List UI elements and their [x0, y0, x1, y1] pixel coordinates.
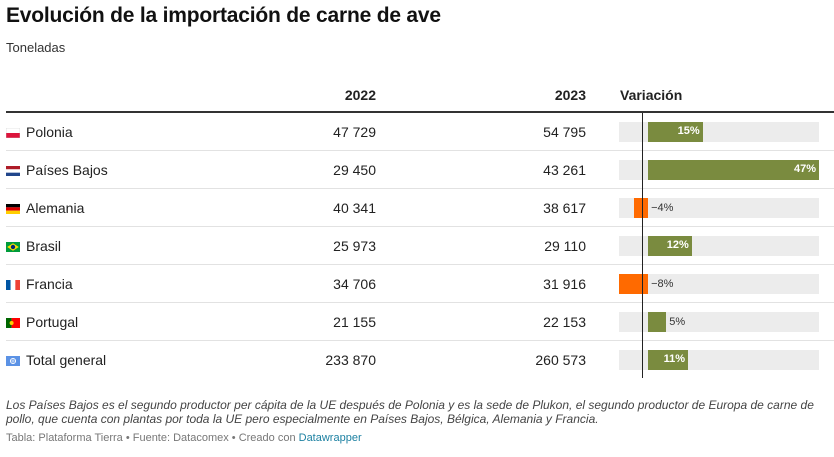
- value-2023: 22 153: [543, 314, 586, 330]
- value-2023: 54 795: [543, 124, 586, 140]
- table-row: Países Bajos 29 450 43 261 47%: [6, 151, 834, 189]
- netherlands-flag-icon: [6, 166, 20, 176]
- value-2023: 29 110: [544, 238, 586, 254]
- country-label: Alemania: [26, 200, 85, 216]
- country-label: Países Bajos: [26, 162, 108, 178]
- table-header: 2022 2023 Variación: [6, 80, 834, 113]
- value-2023: 43 261: [543, 162, 586, 178]
- variation-bar: [648, 236, 692, 256]
- value-2022: 233 870: [325, 352, 376, 368]
- variation-bar-track: 15%: [619, 122, 819, 142]
- column-header-2023[interactable]: 2023: [554, 87, 586, 103]
- table-row: Brasil 25 973 29 110 12%: [6, 227, 834, 265]
- footer-credits: Tabla: Plataforma Tierra • Fuente: Datac…: [6, 432, 299, 444]
- column-header-2022[interactable]: 2022: [344, 87, 376, 103]
- value-2022: 34 706: [333, 276, 376, 292]
- country-label: Polonia: [26, 124, 73, 140]
- variation-label: 12%: [666, 239, 689, 251]
- table-row: Alemania 40 341 38 617 −4%: [6, 189, 834, 227]
- variation-bar: [648, 122, 703, 142]
- column-header-variation[interactable]: Variación: [620, 87, 683, 103]
- variation-label: 15%: [677, 125, 700, 137]
- variation-bar-track: 47%: [619, 160, 819, 180]
- country-label: Portugal: [26, 314, 79, 330]
- value-2022: 40 341: [333, 200, 376, 216]
- table-row: Total general 233 870 260 573 11%: [6, 341, 834, 379]
- variation-bar: [619, 274, 649, 294]
- table-row: Polonia 47 729 54 795 15%: [6, 113, 834, 151]
- country-label: Brasil: [26, 238, 62, 254]
- france-flag-icon: [6, 280, 20, 290]
- variation-label: 11%: [663, 353, 686, 365]
- value-2022: 47 729: [333, 124, 376, 140]
- variation-label: 47%: [793, 163, 816, 175]
- variation-label: 5%: [669, 316, 686, 328]
- zero-axis-line: [642, 113, 643, 378]
- chart-note: Los Países Bajos es el segundo productor…: [6, 398, 814, 426]
- value-2022: 21 155: [333, 314, 376, 330]
- country-label: Francia: [26, 276, 73, 292]
- value-2023: 38 617: [543, 200, 586, 216]
- poland-flag-icon: [6, 128, 20, 138]
- chart-subtitle: Toneladas: [6, 40, 66, 55]
- variation-bar-track: 11%: [619, 350, 819, 370]
- table-row: Portugal 21 155 22 153 5%: [6, 303, 834, 341]
- variation-bar: [648, 312, 667, 332]
- variation-bar-track: 12%: [619, 236, 819, 256]
- datawrapper-link[interactable]: Datawrapper: [298, 432, 362, 444]
- variation-label: −4%: [651, 202, 674, 214]
- variation-bar-track: 5%: [619, 312, 819, 332]
- value-2023: 260 573: [535, 352, 586, 368]
- variation-bar: [648, 160, 819, 180]
- value-2022: 29 450: [333, 162, 376, 178]
- un-flag-icon: [6, 356, 20, 366]
- brazil-flag-icon: [6, 242, 20, 252]
- variation-bar: [633, 198, 649, 218]
- value-2023: 31 916: [543, 276, 586, 292]
- chart-title: Evolución de la importación de carne de …: [6, 4, 441, 27]
- value-2022: 25 973: [333, 238, 376, 254]
- table-body: Polonia 47 729 54 795 15% Países Bajos 29 450…: [6, 113, 834, 379]
- germany-flag-icon: [6, 204, 20, 214]
- variation-bar-track: −4%: [619, 198, 819, 218]
- country-label: Total general: [26, 352, 107, 368]
- table-row: Francia 34 706 31 916 −8%: [6, 265, 834, 303]
- portugal-flag-icon: [6, 318, 20, 328]
- variation-bar: [648, 350, 689, 370]
- variation-label: −8%: [651, 278, 674, 290]
- data-table: 2022 2023 Variación Polonia 47 729 54 795 1…: [6, 80, 834, 379]
- chart-footer: Tabla: Plataforma Tierra • Fuente: Datac…: [6, 432, 362, 444]
- variation-bar-track: −8%: [619, 274, 819, 294]
